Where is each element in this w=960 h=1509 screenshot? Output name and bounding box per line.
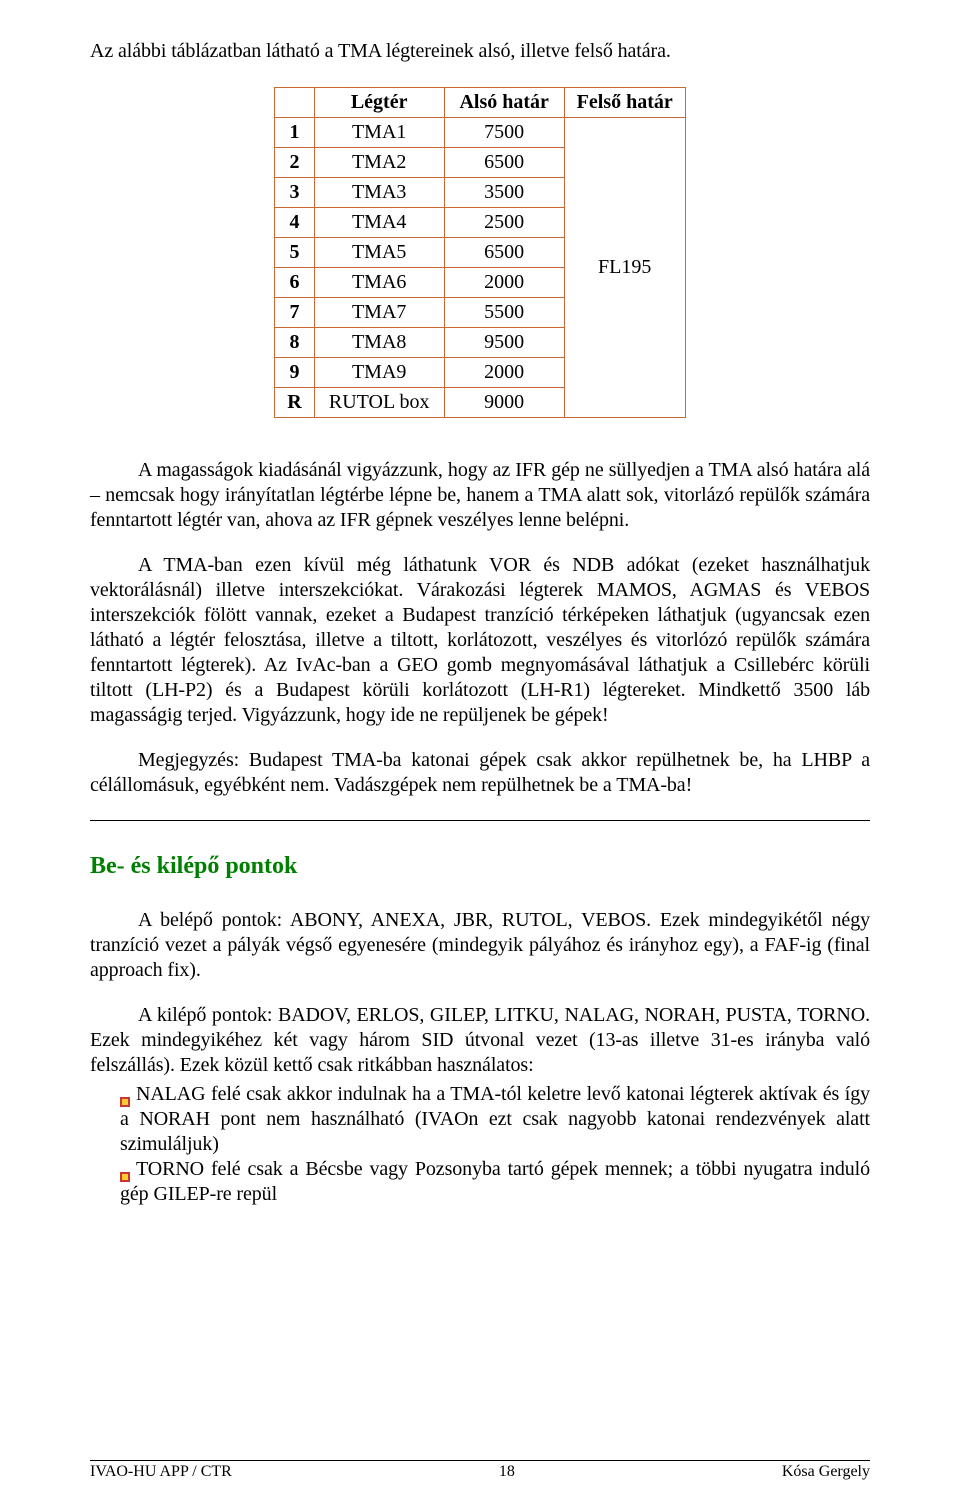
section-heading: Be- és kilépő pontok <box>90 853 870 880</box>
table-header-felso: Felső határ <box>564 88 685 118</box>
table-name: TMA3 <box>314 178 444 208</box>
paragraph-2: A TMA-ban ezen kívül még láthatunk VOR é… <box>90 553 870 728</box>
table-header-corner <box>275 88 314 118</box>
footer-page-number: 18 <box>499 1463 515 1481</box>
table-lower: 2000 <box>444 358 564 388</box>
table-header-legter: Légtér <box>314 88 444 118</box>
paragraph-3-text: Megjegyzés: Budapest TMA-ba katonai gépe… <box>90 749 870 796</box>
bullet-icon <box>120 1089 130 1099</box>
table-idx: 4 <box>275 208 314 238</box>
table-name: TMA2 <box>314 148 444 178</box>
table-name: TMA4 <box>314 208 444 238</box>
table-name: TMA1 <box>314 118 444 148</box>
section-divider <box>90 820 870 821</box>
table-lower: 6500 <box>444 148 564 178</box>
bullet-icon <box>120 1164 130 1174</box>
table-lower: 9500 <box>444 328 564 358</box>
table-header-also: Alsó határ <box>444 88 564 118</box>
paragraph-3: Megjegyzés: Budapest TMA-ba katonai gépe… <box>90 748 870 798</box>
table-name: RUTOL box <box>314 388 444 418</box>
table-name: TMA5 <box>314 238 444 268</box>
table-lower: 6500 <box>444 238 564 268</box>
table-name: TMA6 <box>314 268 444 298</box>
intro-text: Az alábbi táblázatban látható a TMA légt… <box>90 40 870 63</box>
table-lower: 2500 <box>444 208 564 238</box>
page-footer: IVAO-HU APP / CTR 18 Kósa Gergely <box>90 1460 870 1481</box>
table-name: TMA7 <box>314 298 444 328</box>
table-upper-merged: FL195 <box>564 118 685 418</box>
table-idx: 2 <box>275 148 314 178</box>
bullet-2-text: TORNO felé csak a Bécsbe vagy Pozsonyba … <box>120 1158 870 1205</box>
table-name: TMA8 <box>314 328 444 358</box>
bullet-item-1: NALAG felé csak akkor indulnak ha a TMA-… <box>90 1082 870 1157</box>
table-lower: 2000 <box>444 268 564 298</box>
footer-left: IVAO-HU APP / CTR <box>90 1463 232 1481</box>
section2-paragraph-1: A belépő pontok: ABONY, ANEXA, JBR, RUTO… <box>90 908 870 983</box>
table-idx: 3 <box>275 178 314 208</box>
paragraph-1: A magasságok kiadásánál vigyázzunk, hogy… <box>90 458 870 533</box>
table-lower: 5500 <box>444 298 564 328</box>
table-idx: R <box>275 388 314 418</box>
table-idx: 5 <box>275 238 314 268</box>
table-idx: 9 <box>275 358 314 388</box>
footer-right: Kósa Gergely <box>782 1463 870 1481</box>
section2-paragraph-2: A kilépő pontok: BADOV, ERLOS, GILEP, LI… <box>90 1003 870 1078</box>
table-idx: 1 <box>275 118 314 148</box>
bullet-1-text: NALAG felé csak akkor indulnak ha a TMA-… <box>120 1083 870 1155</box>
section2-p2-text: A kilépő pontok: BADOV, ERLOS, GILEP, LI… <box>90 1004 870 1076</box>
table-name: TMA9 <box>314 358 444 388</box>
bullet-item-2: TORNO felé csak a Bécsbe vagy Pozsonyba … <box>90 1157 870 1207</box>
footer-divider <box>90 1460 870 1461</box>
table-lower: 7500 <box>444 118 564 148</box>
table-row: 1 TMA1 7500 FL195 <box>275 118 686 148</box>
table-lower: 9000 <box>444 388 564 418</box>
table-idx: 7 <box>275 298 314 328</box>
paragraph-1-text: A magasságok kiadásánál vigyázzunk, hogy… <box>90 459 870 531</box>
table-idx: 8 <box>275 328 314 358</box>
table-lower: 3500 <box>444 178 564 208</box>
table-idx: 6 <box>275 268 314 298</box>
tma-table: Légtér Alsó határ Felső határ 1 TMA1 750… <box>274 87 686 418</box>
paragraph-2-text: A TMA-ban ezen kívül még láthatunk VOR é… <box>90 554 870 726</box>
section2-p1-text: A belépő pontok: ABONY, ANEXA, JBR, RUTO… <box>90 909 870 981</box>
